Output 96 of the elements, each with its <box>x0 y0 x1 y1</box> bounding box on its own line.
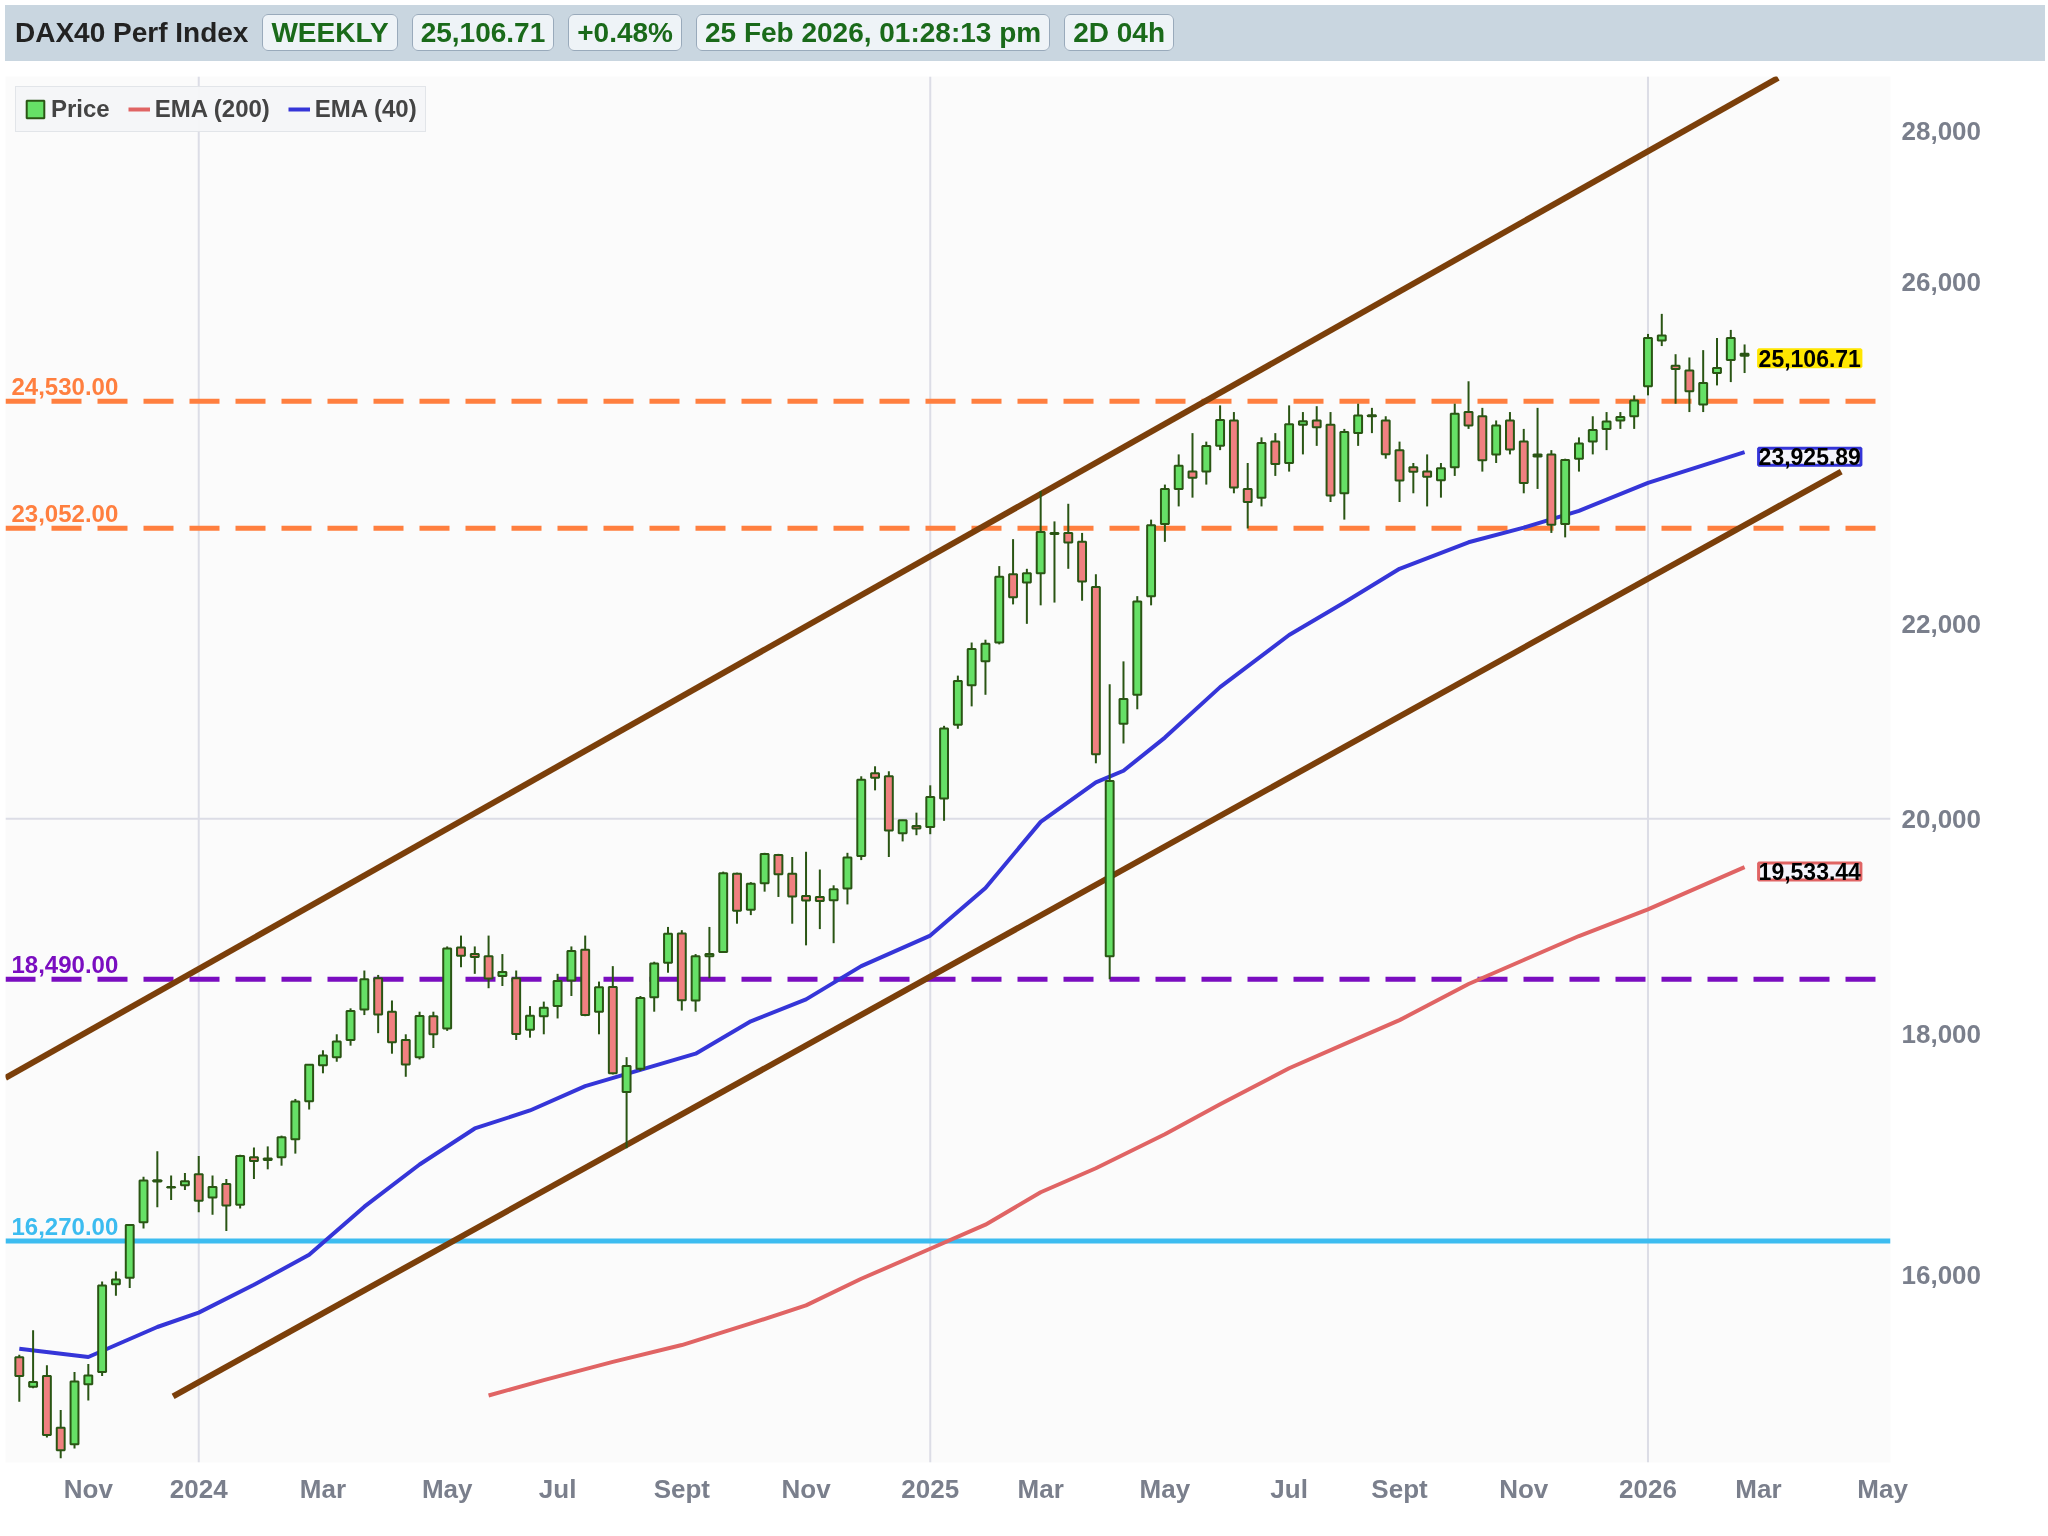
candlestick <box>1712 336 1722 387</box>
legend-label: EMA (40) <box>314 95 417 123</box>
y-tick-label: 22,000 <box>1901 608 1982 639</box>
x-tick-label: Mar <box>1017 1473 1064 1504</box>
candlestick <box>1587 415 1598 456</box>
y-tick-label: 26,000 <box>1901 267 1982 298</box>
x-tick-label: Jul <box>538 1473 577 1504</box>
candlestick <box>152 1150 163 1209</box>
line-series <box>486 865 1747 1398</box>
candlestick <box>276 1134 287 1167</box>
candlestick <box>538 1000 549 1036</box>
y-tick-label: 20,000 <box>1901 803 1982 834</box>
y-tick-label: 28,000 <box>1901 115 1982 146</box>
x-tick-label: May <box>1139 1473 1191 1504</box>
candlestick <box>207 1174 218 1216</box>
candlestick <box>1436 461 1446 499</box>
ref-line-label: 16,270.00 <box>11 1212 119 1240</box>
x-tick-label: 2026 <box>1619 1473 1677 1504</box>
candlestick <box>911 811 922 837</box>
candlestick <box>1684 356 1695 414</box>
x-tick-label: Sept <box>653 1473 711 1504</box>
candlestick <box>773 852 784 898</box>
candlestick <box>787 855 798 925</box>
candlestick <box>1063 502 1074 570</box>
candlestick <box>814 868 825 931</box>
candlestick <box>166 1174 177 1201</box>
candlestick <box>525 1005 535 1039</box>
candlestick <box>456 934 466 969</box>
x-tick-label: Jul <box>1270 1473 1308 1504</box>
candlestick <box>249 1146 259 1181</box>
candlestick <box>497 953 508 988</box>
candlestick <box>262 1145 273 1171</box>
y-tick-label: 18,000 <box>1901 1019 1982 1050</box>
candlestick <box>1297 411 1308 456</box>
candlestick <box>1242 461 1253 530</box>
candlestick <box>1353 402 1364 447</box>
candlestick <box>1021 567 1032 625</box>
x-tick-label: Mar <box>299 1473 347 1504</box>
candlestick <box>1408 461 1419 495</box>
x-tick-label: Nov <box>63 1473 114 1504</box>
candlestick <box>1670 353 1681 405</box>
candlestick <box>980 638 991 696</box>
candlestick <box>55 1408 66 1460</box>
text: 25 Feb 2026, 01:28:13 pm <box>695 14 1051 51</box>
candlestick <box>1656 312 1667 348</box>
candlestick <box>28 1329 39 1390</box>
text: 2D 04h <box>1064 14 1174 51</box>
text: +0.48% <box>568 14 682 51</box>
ref-line-label: 18,490.00 <box>11 951 119 979</box>
candlestick <box>110 1270 121 1297</box>
text: 25,106.71 <box>411 14 555 51</box>
candlestick <box>1422 453 1433 508</box>
candlestick <box>1698 349 1709 414</box>
ref-line-label: 24,530.00 <box>11 373 119 401</box>
candlestick <box>318 1049 328 1075</box>
candlestick <box>1739 343 1750 375</box>
x-tick-label: May <box>421 1473 473 1504</box>
text: WEEKLY <box>262 14 398 51</box>
candlestick <box>897 818 908 843</box>
legend-label: Price <box>51 95 110 123</box>
x-tick-label: Mar <box>1735 1473 1782 1504</box>
candlestick <box>1366 406 1377 435</box>
candlestick <box>221 1178 232 1232</box>
candlestick <box>1629 394 1640 430</box>
candlestick <box>331 1033 342 1063</box>
x-tick-label: 2025 <box>901 1473 960 1504</box>
candlestick <box>801 850 811 947</box>
candlestick <box>83 1363 94 1402</box>
chart-title: DAX40 Perf Index <box>15 17 249 48</box>
x-tick-label: Sept <box>1371 1473 1429 1504</box>
candlestick <box>828 884 839 945</box>
candlestick <box>1601 411 1612 452</box>
candlestick <box>870 765 880 792</box>
x-tick-label: Nov <box>781 1473 832 1504</box>
ref-line-label: 23,052.00 <box>11 500 119 528</box>
annotation: 25,106.71 <box>1758 345 1862 372</box>
candlestick <box>428 1010 439 1049</box>
x-tick-label: 2024 <box>169 1473 229 1504</box>
candlestick <box>469 945 480 975</box>
candlestick <box>1187 432 1198 499</box>
y-tick-label: 16,000 <box>1901 1260 1982 1291</box>
candlestick <box>1049 520 1060 604</box>
candlestick <box>1311 405 1322 447</box>
candlestick <box>1463 380 1474 430</box>
candlestick <box>704 925 715 980</box>
candlestick <box>1008 538 1019 606</box>
x-tick-label: Nov <box>1499 1473 1549 1504</box>
candlestick <box>1725 328 1736 384</box>
legend-label: EMA (200) <box>154 95 270 123</box>
candlestick <box>1574 436 1584 473</box>
candlestick <box>483 934 494 990</box>
candlestick <box>14 1353 25 1403</box>
x-tick-label: May <box>1857 1473 1909 1504</box>
candlestick <box>1532 406 1543 490</box>
candlestick <box>1270 432 1281 477</box>
candlestick <box>1173 453 1184 508</box>
